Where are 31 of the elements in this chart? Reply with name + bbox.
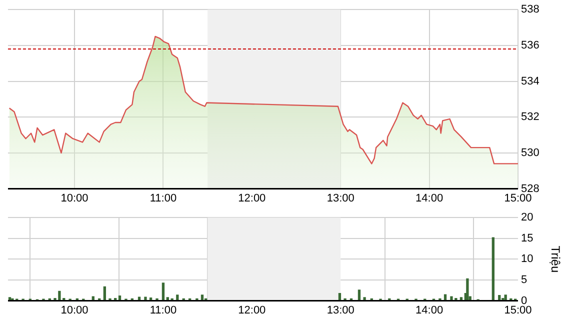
- y-tick-label: 0: [521, 294, 528, 307]
- x-tick-label: 10:00: [60, 192, 88, 204]
- y-tick-label: 20: [521, 212, 534, 224]
- x-tick-label: 12:00: [238, 304, 266, 316]
- bar: [162, 282, 165, 301]
- y-tick-label: 536: [521, 39, 540, 52]
- x-tick-label: 13:00: [326, 304, 354, 316]
- bar: [358, 290, 361, 301]
- x-tick-label: 10:00: [60, 304, 88, 316]
- x-tick-label: 12:00: [238, 192, 266, 204]
- y-tick-label: 532: [521, 111, 540, 124]
- x-tick-label: 11:00: [150, 192, 177, 204]
- y-tick-label: 530: [521, 146, 540, 159]
- bar: [363, 297, 366, 301]
- y-tick-label: 538: [521, 4, 540, 16]
- y-tick-label: 10: [521, 253, 534, 266]
- x-tick-label: 11:00: [150, 304, 177, 316]
- bar: [492, 237, 494, 301]
- bar: [144, 296, 147, 301]
- bar: [466, 278, 469, 301]
- y-tick-label: 534: [521, 75, 540, 88]
- y-axis-title: Triệu: [548, 246, 562, 273]
- y-tick-label: 528: [521, 182, 540, 195]
- x-tick-label: 15:00: [504, 192, 532, 204]
- x-tick-label: 14:00: [416, 304, 444, 316]
- y-tick-label: 15: [521, 232, 534, 244]
- x-tick-label: 13:00: [326, 192, 354, 204]
- y-tick-label: 5: [521, 274, 528, 286]
- x-tick-label: 15:00: [504, 304, 532, 316]
- bar: [450, 296, 453, 301]
- x-tick-label: 14:00: [416, 192, 444, 204]
